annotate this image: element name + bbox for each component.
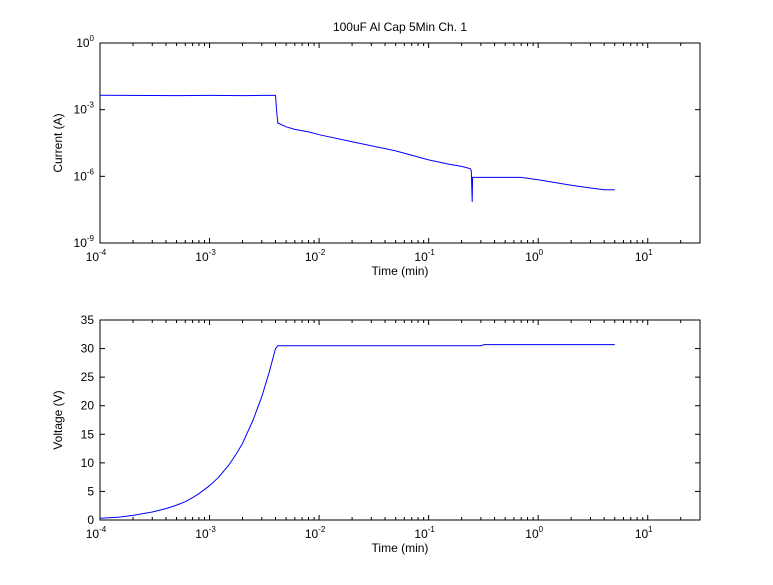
y-tick-label: 10-3 bbox=[74, 101, 95, 117]
chart-title: 100uF Al Cap 5Min Ch. 1 bbox=[333, 20, 467, 34]
voltage-plot: 10-4 10-3 10-2 10-1 100 101 0 5 10 15 20 25 30 35 Time… bbox=[51, 313, 701, 555]
y-tick-label: 15 bbox=[81, 427, 95, 441]
axes-box bbox=[99, 42, 701, 244]
x-axis-label: Time (min) bbox=[372, 541, 429, 555]
current-plot: 10-4 10-3 10-2 10-1 100 101 100 10-3 10-6 10-9 Tim… bbox=[51, 34, 701, 278]
y-tick-label: 0 bbox=[87, 513, 94, 527]
y-tick-label: 25 bbox=[81, 370, 95, 384]
y-axis-label: Voltage (V) bbox=[51, 390, 65, 449]
x-tick-label: 10-3 bbox=[195, 525, 216, 541]
x-tick-label: 10-3 bbox=[195, 248, 216, 264]
y-tick-label: 30 bbox=[81, 342, 95, 356]
x-axis-label: Time (min) bbox=[372, 264, 429, 278]
y-tick-label: 10 bbox=[81, 456, 95, 470]
y-axis-label: Current (A) bbox=[51, 113, 65, 172]
x-tick-label: 10-2 bbox=[305, 248, 326, 264]
x-tick-label: 10-2 bbox=[305, 525, 326, 541]
y-tick-label: 10-9 bbox=[74, 234, 95, 250]
x-tick-label: 101 bbox=[635, 248, 653, 264]
x-tick-label: 101 bbox=[635, 525, 653, 541]
x-tick-label: 100 bbox=[525, 248, 543, 264]
axes-box bbox=[99, 319, 701, 521]
y-tick-label: 100 bbox=[76, 34, 94, 50]
y-tick-label: 35 bbox=[81, 313, 95, 327]
series-line bbox=[99, 344, 615, 519]
x-tick-label: 10-1 bbox=[414, 248, 435, 264]
y-tick-label: 10-6 bbox=[74, 167, 95, 183]
x-tick-label: 10-1 bbox=[414, 525, 435, 541]
x-tick-label: 10-4 bbox=[86, 248, 107, 264]
series-line bbox=[99, 94, 615, 203]
y-tick-label: 20 bbox=[81, 399, 95, 413]
x-tick-label: 10-4 bbox=[86, 525, 107, 541]
x-tick-label: 100 bbox=[525, 525, 543, 541]
y-tick-label: 5 bbox=[87, 484, 94, 498]
